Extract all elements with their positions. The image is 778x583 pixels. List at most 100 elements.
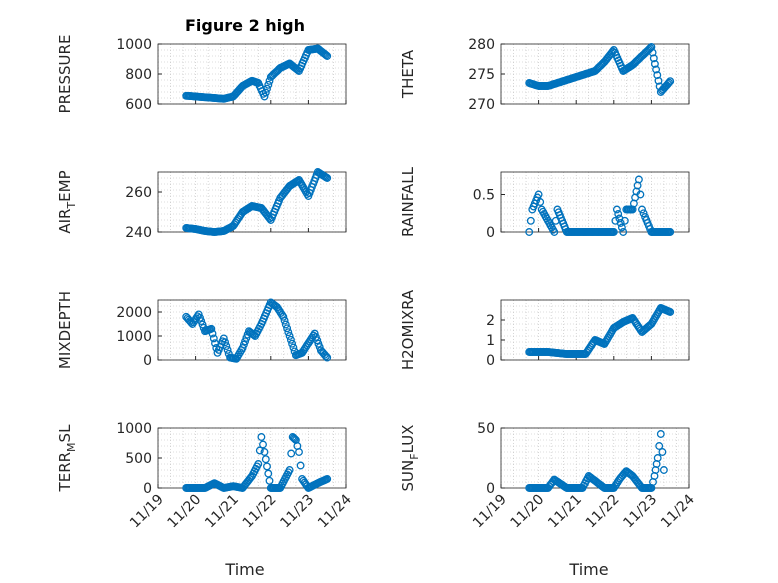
data-point — [289, 343, 298, 352]
data-point — [285, 332, 294, 340]
data-point — [264, 469, 273, 478]
x-tick-label: 11/23 — [277, 492, 317, 532]
x-tick-label: 11/23 — [620, 492, 660, 532]
data-point — [313, 336, 322, 345]
data-point — [653, 454, 662, 462]
y-axis-label: SUNFLUX — [399, 425, 421, 492]
data-point — [288, 339, 297, 348]
data-point — [650, 59, 659, 68]
y-tick-label: 0.5 — [473, 188, 495, 204]
y-tick-label: 2000 — [116, 305, 152, 321]
data-point — [254, 460, 263, 468]
y-tick-label: 1 — [486, 333, 495, 349]
data-point — [612, 205, 621, 214]
data-point — [280, 316, 289, 325]
y-tick-label: 2 — [486, 313, 495, 329]
x-tick-label: 11/21 — [202, 492, 242, 532]
data-point — [658, 448, 667, 456]
data-point — [261, 88, 270, 97]
y-tick-label: 270 — [468, 97, 495, 113]
data-point — [617, 223, 626, 232]
data-point — [666, 77, 675, 86]
data-point — [263, 84, 271, 93]
data-point — [323, 174, 332, 182]
data-point — [619, 228, 628, 236]
y-axis-label: H2OMIXRA — [399, 289, 417, 370]
axes-frame — [157, 299, 347, 361]
data-point — [616, 219, 625, 227]
data-point — [260, 448, 269, 456]
data-point — [189, 318, 198, 327]
data-point — [255, 446, 264, 455]
data-point — [222, 342, 231, 351]
data-point — [666, 228, 675, 236]
data-point — [281, 320, 290, 329]
y-axis-label: THETA — [399, 49, 417, 99]
x-tick-label: 11/22 — [240, 492, 280, 532]
x-tick-label: 11/20 — [508, 492, 548, 532]
y-axis-label: RAINFALL — [399, 166, 417, 237]
data-point — [295, 448, 303, 456]
data-point — [655, 442, 664, 450]
data-point — [666, 308, 675, 316]
panel-1: 600 800 1000 PRESSURE — [56, 35, 347, 114]
data-point — [653, 71, 662, 80]
data-point — [283, 324, 292, 333]
panel-6: 0 1 2 H2OMIXRA — [399, 289, 690, 370]
data-point — [264, 80, 273, 89]
data-point — [321, 352, 330, 361]
y-tick-label: 500 — [125, 451, 152, 467]
data-point — [323, 475, 332, 483]
data-point — [219, 334, 228, 343]
y-axis-label: TERRMSL — [56, 424, 78, 493]
axes-frame — [500, 427, 690, 489]
y-tick-label: 260 — [125, 185, 152, 201]
y-tick-label: 0 — [486, 481, 495, 497]
x-axis-label-left: Time — [224, 560, 264, 579]
data-point — [656, 430, 665, 438]
data-point — [286, 335, 295, 344]
y-tick-label: 600 — [125, 97, 152, 113]
data-point — [646, 44, 655, 53]
data-point — [287, 449, 296, 458]
data-point — [665, 78, 673, 87]
data-point — [279, 312, 288, 321]
data-point — [296, 461, 305, 470]
data-point — [265, 476, 274, 485]
x-tick-label: 11/19 — [470, 492, 510, 532]
data-point — [649, 54, 658, 63]
panel-3: 240 260 AIRTEMP — [56, 168, 347, 241]
x-tick-label: 11/24 — [315, 491, 355, 531]
data-point — [259, 440, 267, 449]
data-point — [525, 228, 534, 236]
figure-title: Figure 2 high — [185, 16, 305, 35]
data-point — [322, 51, 330, 60]
data-point — [263, 462, 271, 471]
data-point — [636, 190, 645, 199]
data-point — [609, 228, 618, 236]
axes-frame — [500, 299, 690, 361]
data-point — [659, 466, 668, 474]
y-tick-label: 1000 — [116, 329, 152, 345]
data-point — [652, 65, 661, 74]
data-point — [310, 329, 319, 338]
x-tick-label: 11/19 — [127, 492, 167, 532]
data-point — [647, 43, 656, 51]
y-tick-label: 280 — [468, 37, 495, 53]
data-point — [526, 216, 535, 225]
data-point — [654, 76, 663, 85]
data-point — [323, 52, 332, 60]
x-tick-label: 11/22 — [583, 492, 623, 532]
y-tick-label: 50 — [477, 421, 495, 437]
y-tick-label: 0 — [143, 481, 152, 497]
data-point — [221, 338, 230, 347]
axes-frame — [157, 171, 347, 233]
data-point — [634, 175, 643, 184]
data-point — [209, 334, 218, 343]
data-point — [320, 50, 329, 59]
y-axis-label: PRESSURE — [56, 35, 74, 114]
data-point — [289, 434, 298, 442]
x-tick-label: 11/20 — [165, 492, 205, 532]
